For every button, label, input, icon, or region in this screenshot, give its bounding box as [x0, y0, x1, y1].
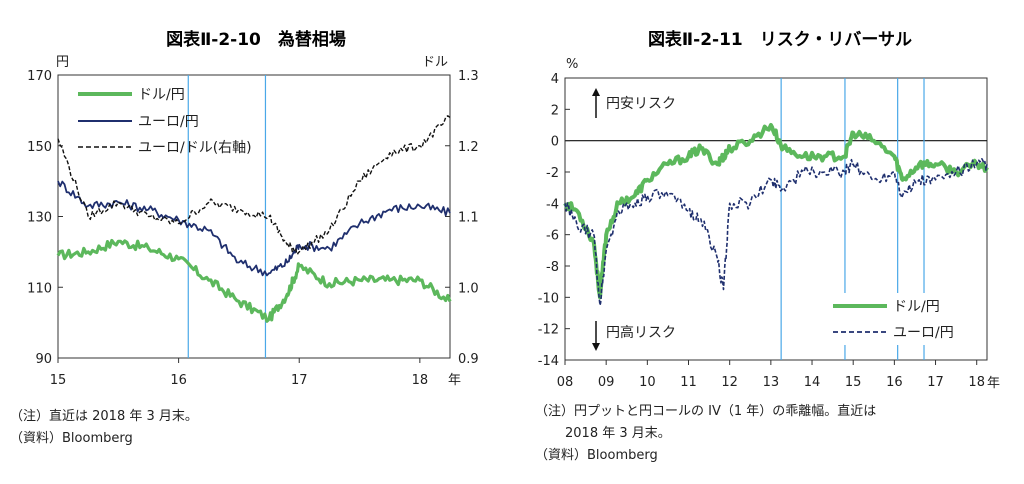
chart2-source: （資料）Bloomberg: [535, 448, 658, 463]
chart2-legend-eurjpy: ユーロ/円: [893, 325, 954, 341]
chart1-legend-eurusd: ユーロ/ドル(右軸): [138, 140, 252, 156]
chart2-series-line-1: [564, 158, 988, 306]
chart2-x-tick-label: 11: [680, 375, 697, 390]
chart1-right-tick-label: 1.0: [458, 281, 479, 296]
chart2-legend: ドル/円 ユーロ/円: [828, 293, 980, 345]
chart2-x-tick-label: 17: [927, 375, 944, 390]
risk-reversal-chart: 図表Ⅱ-2-11 リスク・リバーサル % 4 2 0 -2 -4 -6 -8 -10 -12 -1…: [535, 29, 1000, 463]
chart2-y-tick-label: 0: [551, 135, 559, 150]
chart1-x-tick-label: 16: [170, 373, 187, 388]
chart1-left-tick-label: 170: [27, 69, 52, 84]
chart2-x-tick-label: 08: [557, 375, 574, 390]
yen-strong-risk-annotation: 円高リスク: [592, 321, 676, 351]
chart2-y-tick-label: -2: [546, 166, 559, 181]
arrow-down-head-icon: [592, 343, 600, 351]
chart2-plot-frame: [564, 77, 988, 361]
chart2-y-tick-label: -12: [538, 323, 559, 338]
chart1-series-line-1: [57, 180, 451, 277]
chart1-note: （注）直近は 2018 年 3 月末。: [10, 409, 198, 424]
chart2-x-tick-label: 12: [721, 375, 738, 390]
yen-weak-risk-annotation: 円安リスク: [592, 88, 676, 118]
chart2-x-tick-label: 10: [639, 375, 656, 390]
chart1-legend-usdjpy: ドル/円: [138, 87, 185, 103]
chart1-left-tick-label: 130: [27, 211, 52, 226]
chart1-series-line-0: [56, 238, 452, 323]
chart2-title: 図表Ⅱ-2-11 リスク・リバーサル: [648, 29, 912, 50]
chart1-right-unit: ドル: [422, 55, 448, 70]
chart1-x-unit: 年: [448, 373, 461, 388]
chart2-note-line1: （注）円プットと円コールの IV（1 年）の乖離幅。直近は: [535, 404, 876, 419]
chart2-x-tick-label: 09: [598, 375, 615, 390]
chart2-x-tick-label: 13: [763, 375, 780, 390]
chart1-right-tick-label: 1.2: [458, 140, 479, 155]
chart1-series-line-2: [57, 115, 451, 255]
chart2-legend-usdjpy: ドル/円: [893, 299, 940, 315]
chart1-left-tick-label: 90: [35, 352, 52, 367]
chart1-right-tick-label: 1.1: [458, 211, 479, 226]
chart2-y-tick-label: 4: [551, 72, 559, 87]
chart2-x-tick-label: 18: [968, 375, 985, 390]
chart1-left-tick-label: 150: [27, 140, 52, 155]
chart1-legend-eurjpy: ユーロ/円: [138, 114, 199, 130]
chart1-left-unit: 円: [56, 55, 69, 70]
chart1-x-tick-label: 15: [50, 373, 67, 388]
chart1-title: 図表Ⅱ-2-10 為替相場: [166, 29, 346, 50]
chart1-plot-frame: [57, 74, 451, 359]
chart2-legend-bg: [828, 293, 980, 345]
chart2-y-tick-label: -4: [546, 197, 559, 212]
chart1-right-tick-label: 0.9: [458, 352, 479, 367]
chart2-x-tick-label: 16: [886, 375, 903, 390]
chart2-series-line-0: [563, 123, 989, 300]
chart2-y-unit: %: [566, 57, 578, 72]
fx-rate-chart: 図表Ⅱ-2-10 為替相場 円 ドル 170 150 130 110 90 1.3 1.2…: [10, 29, 479, 446]
chart2-x-unit: 年: [987, 376, 1000, 391]
chart1-right-tick-label: 1.3: [458, 69, 479, 84]
chart2-y-tick-label: -10: [538, 291, 559, 306]
chart2-x-tick-label: 15: [845, 375, 862, 390]
chart1-legend: ドル/円 ユーロ/円 ユーロ/ドル(右軸): [78, 87, 252, 156]
chart2-note-line2: 2018 年 3 月末。: [565, 426, 671, 441]
chart2-y-tick-label: -6: [546, 229, 559, 244]
chart2-y-tick-label: -14: [538, 354, 559, 369]
arrow-up-head-icon: [592, 88, 600, 96]
chart2-x-tick-label: 14: [804, 375, 821, 390]
chart1-left-tick-label: 110: [27, 281, 52, 296]
chart1-x-tick-label: 17: [291, 373, 308, 388]
chart2-y-tick-label: -8: [546, 260, 559, 275]
chart1-x-tick-label: 18: [412, 373, 429, 388]
chart2-y-tick-label: 2: [551, 103, 559, 118]
chart1-source: （資料）Bloomberg: [10, 431, 133, 446]
annotation-yen-strong: 円高リスク: [606, 324, 676, 341]
annotation-yen-weak: 円安リスク: [606, 96, 676, 112]
